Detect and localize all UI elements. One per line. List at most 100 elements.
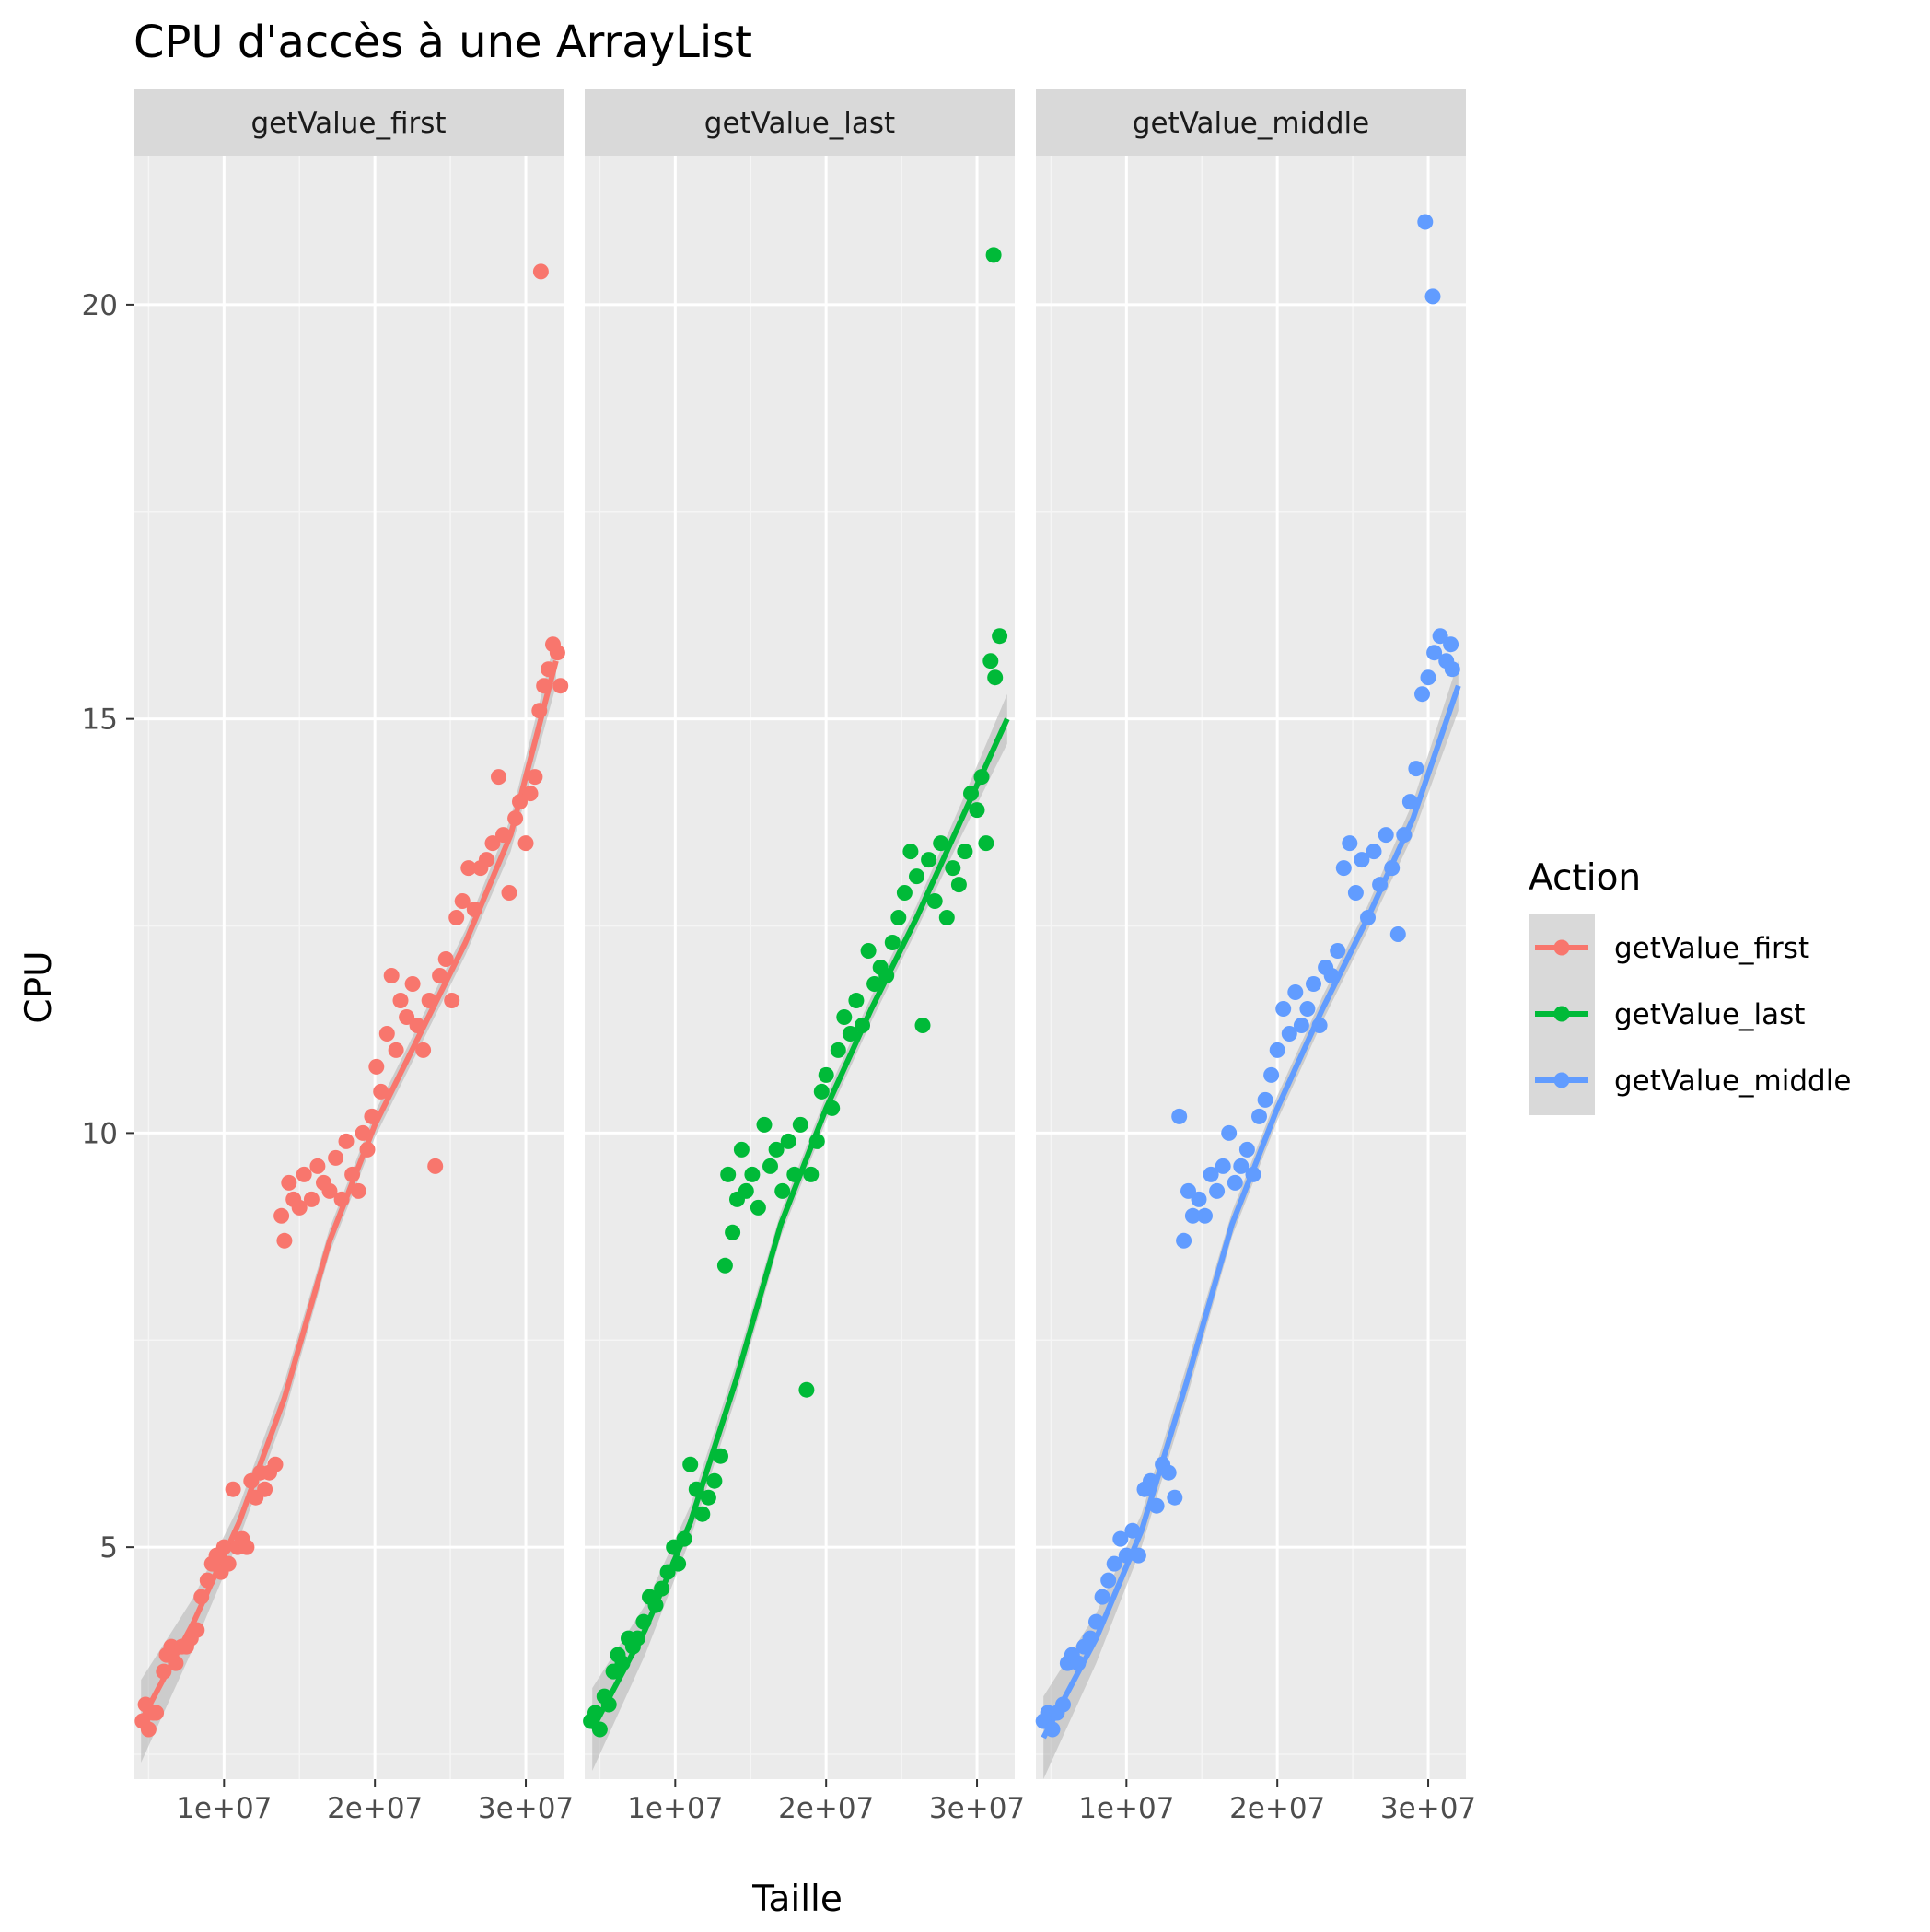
x-tick-label: 2e+07 xyxy=(778,1792,874,1825)
data-point xyxy=(517,835,534,852)
data-point xyxy=(291,1199,308,1216)
data-point xyxy=(798,1381,815,1398)
data-point xyxy=(786,1166,803,1182)
data-point xyxy=(1293,1018,1309,1033)
data-point xyxy=(1257,1091,1273,1108)
data-point xyxy=(478,852,494,868)
facet-strip-label: getValue_last xyxy=(704,107,895,140)
data-point xyxy=(982,653,999,669)
data-point xyxy=(281,1174,297,1191)
data-point xyxy=(957,844,973,860)
data-point xyxy=(156,1663,172,1680)
data-point xyxy=(1323,968,1340,983)
data-point xyxy=(1176,1232,1192,1249)
data-point xyxy=(830,1042,846,1058)
y-tick-label: 5 xyxy=(99,1531,118,1565)
data-point xyxy=(1281,1026,1297,1042)
data-point xyxy=(1287,984,1304,1000)
data-point xyxy=(427,1158,444,1174)
data-point xyxy=(432,968,448,983)
data-point xyxy=(220,1555,237,1572)
data-point xyxy=(818,1066,834,1083)
data-point xyxy=(1354,852,1370,868)
data-point xyxy=(1378,827,1394,844)
data-point xyxy=(355,1124,371,1141)
data-point xyxy=(276,1232,293,1249)
y-tick-label: 15 xyxy=(82,704,118,737)
data-point xyxy=(676,1530,692,1547)
data-point xyxy=(495,827,511,844)
y-axis-title: CPU xyxy=(18,950,60,1023)
facet-strip-label: getValue_first xyxy=(250,107,446,140)
y-tick-label: 10 xyxy=(82,1117,118,1150)
data-point xyxy=(938,910,955,925)
data-point xyxy=(1269,1042,1285,1058)
data-point xyxy=(774,1182,791,1199)
data-point xyxy=(973,769,990,786)
x-tick-label: 1e+07 xyxy=(176,1792,272,1825)
legend-key-point xyxy=(1553,1006,1570,1022)
panel-getValue_middle: getValue_middle 1e+07 2e+07 3e+07 xyxy=(1035,89,1476,1825)
data-point xyxy=(1203,1166,1219,1182)
facet-strip xyxy=(134,89,564,156)
data-point xyxy=(836,1009,853,1025)
panel-background xyxy=(134,156,564,1779)
data-point xyxy=(1106,1555,1122,1572)
data-point xyxy=(148,1705,165,1721)
data-point xyxy=(878,968,895,983)
data-point xyxy=(694,1506,711,1522)
data-point xyxy=(842,1026,858,1042)
data-point xyxy=(333,1191,350,1207)
data-point xyxy=(1143,1472,1158,1489)
data-point xyxy=(635,1613,652,1630)
data-point xyxy=(824,1100,841,1116)
legend: Action getValue_first getValue_last getVal… xyxy=(1529,857,1851,1115)
data-point xyxy=(1245,1166,1261,1182)
data-point xyxy=(1401,794,1418,810)
data-point xyxy=(484,835,501,852)
facet-strip xyxy=(585,89,1015,156)
data-point xyxy=(926,893,943,909)
data-point xyxy=(614,1655,631,1671)
data-point xyxy=(409,1018,425,1033)
data-point xyxy=(768,1141,785,1158)
data-point xyxy=(738,1182,754,1199)
data-point xyxy=(1055,1696,1071,1713)
data-point xyxy=(1311,1018,1328,1033)
data-point xyxy=(1426,645,1443,661)
data-point xyxy=(415,1042,432,1058)
legend-label: getValue_first xyxy=(1614,932,1809,965)
data-point xyxy=(985,247,1002,263)
data-point xyxy=(1112,1530,1129,1547)
data-point xyxy=(860,943,877,959)
data-point xyxy=(921,852,937,868)
data-point xyxy=(688,1481,704,1497)
data-point xyxy=(1088,1613,1104,1630)
data-point xyxy=(629,1630,645,1647)
data-point xyxy=(1414,686,1430,703)
data-point xyxy=(199,1572,215,1589)
data-point xyxy=(1420,669,1436,686)
data-point xyxy=(1342,835,1358,852)
facet-strip xyxy=(1036,89,1466,156)
x-tick-label: 1e+07 xyxy=(627,1792,723,1825)
data-point xyxy=(328,1149,344,1166)
data-point xyxy=(654,1580,670,1597)
data-point xyxy=(168,1655,184,1671)
data-point xyxy=(257,1481,273,1497)
data-point xyxy=(1330,943,1346,959)
data-point xyxy=(1082,1630,1099,1647)
data-point xyxy=(404,976,421,992)
data-point xyxy=(273,1207,290,1224)
x-tick-label: 3e+07 xyxy=(1380,1792,1476,1825)
data-point xyxy=(1275,1001,1292,1017)
x-tick-label: 1e+07 xyxy=(1078,1792,1174,1825)
data-point xyxy=(848,993,865,1008)
data-point xyxy=(1372,877,1389,893)
data-point xyxy=(388,1042,404,1058)
data-point xyxy=(1347,885,1364,901)
data-point xyxy=(364,1108,380,1124)
chart-title: CPU d'accès à une ArrayList xyxy=(134,17,752,68)
data-point xyxy=(706,1472,723,1489)
data-point xyxy=(454,893,471,909)
